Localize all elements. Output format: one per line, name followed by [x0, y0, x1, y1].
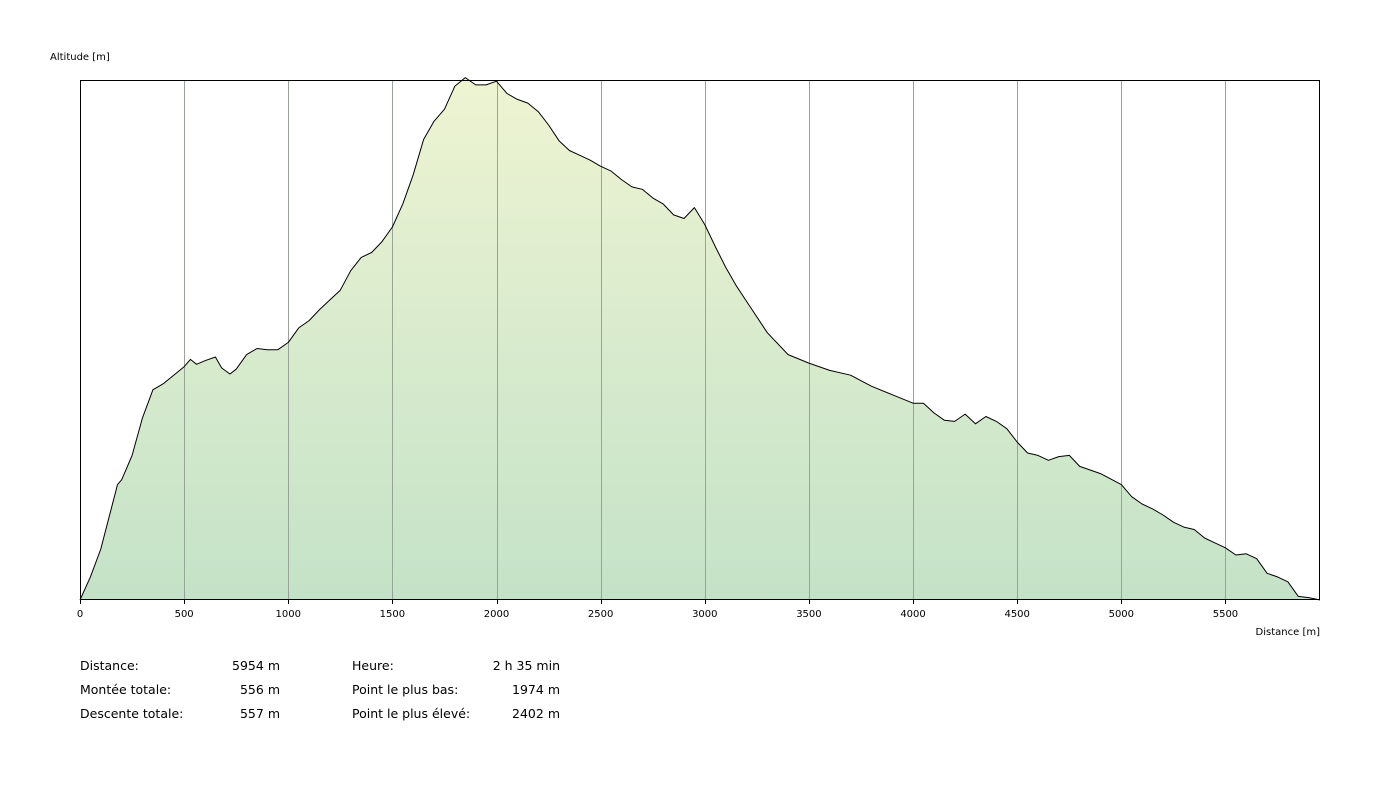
- stat-ascent-label: Montée totale:: [80, 682, 172, 697]
- stat-time-value: 2 h 35 min: [492, 658, 560, 673]
- y-axis-title: Altitude [m]: [50, 52, 110, 63]
- stat-lowest-label: Point le plus bas:: [352, 682, 459, 697]
- stat-descent-value: 557 m: [239, 706, 280, 721]
- stat-distance-label: Distance:: [80, 658, 139, 673]
- x-tick-label-3500: 3500: [796, 609, 821, 620]
- stat-highest-label: Point le plus élevé:: [352, 706, 471, 721]
- x-tick-label-1500: 1500: [380, 609, 405, 620]
- elevation-profile-chart: Altitude [m] 0 500 1000 1500 2000 2500 3000 350…: [50, 52, 1321, 638]
- stat-distance-value: 5954 m: [232, 658, 280, 673]
- x-tick-label-0: 0: [77, 609, 83, 620]
- x-tick-label-5000: 5000: [1109, 609, 1134, 620]
- x-tick-label-1000: 1000: [276, 609, 301, 620]
- x-axis-title: Distance [m]: [1256, 627, 1321, 638]
- x-tick-label-3000: 3000: [692, 609, 717, 620]
- x-tick-label-5500: 5500: [1213, 609, 1238, 620]
- elevation-area: [80, 77, 1320, 601]
- stat-time-label: Heure:: [352, 658, 394, 673]
- x-tick-label-4000: 4000: [900, 609, 925, 620]
- stat-highest-value: 2402 m: [512, 706, 560, 721]
- stat-ascent-value: 556 m: [239, 682, 280, 697]
- x-tick-label-2500: 2500: [588, 609, 613, 620]
- plot-frame: [80, 80, 1320, 600]
- x-tick-label-500: 500: [175, 609, 194, 620]
- stat-descent-label: Descente totale:: [80, 706, 184, 721]
- x-tick-label-4500: 4500: [1004, 609, 1029, 620]
- x-tick-label-2000: 2000: [484, 609, 509, 620]
- stat-lowest-value: 1974 m: [512, 682, 560, 697]
- elevation-line: [79, 77, 1321, 601]
